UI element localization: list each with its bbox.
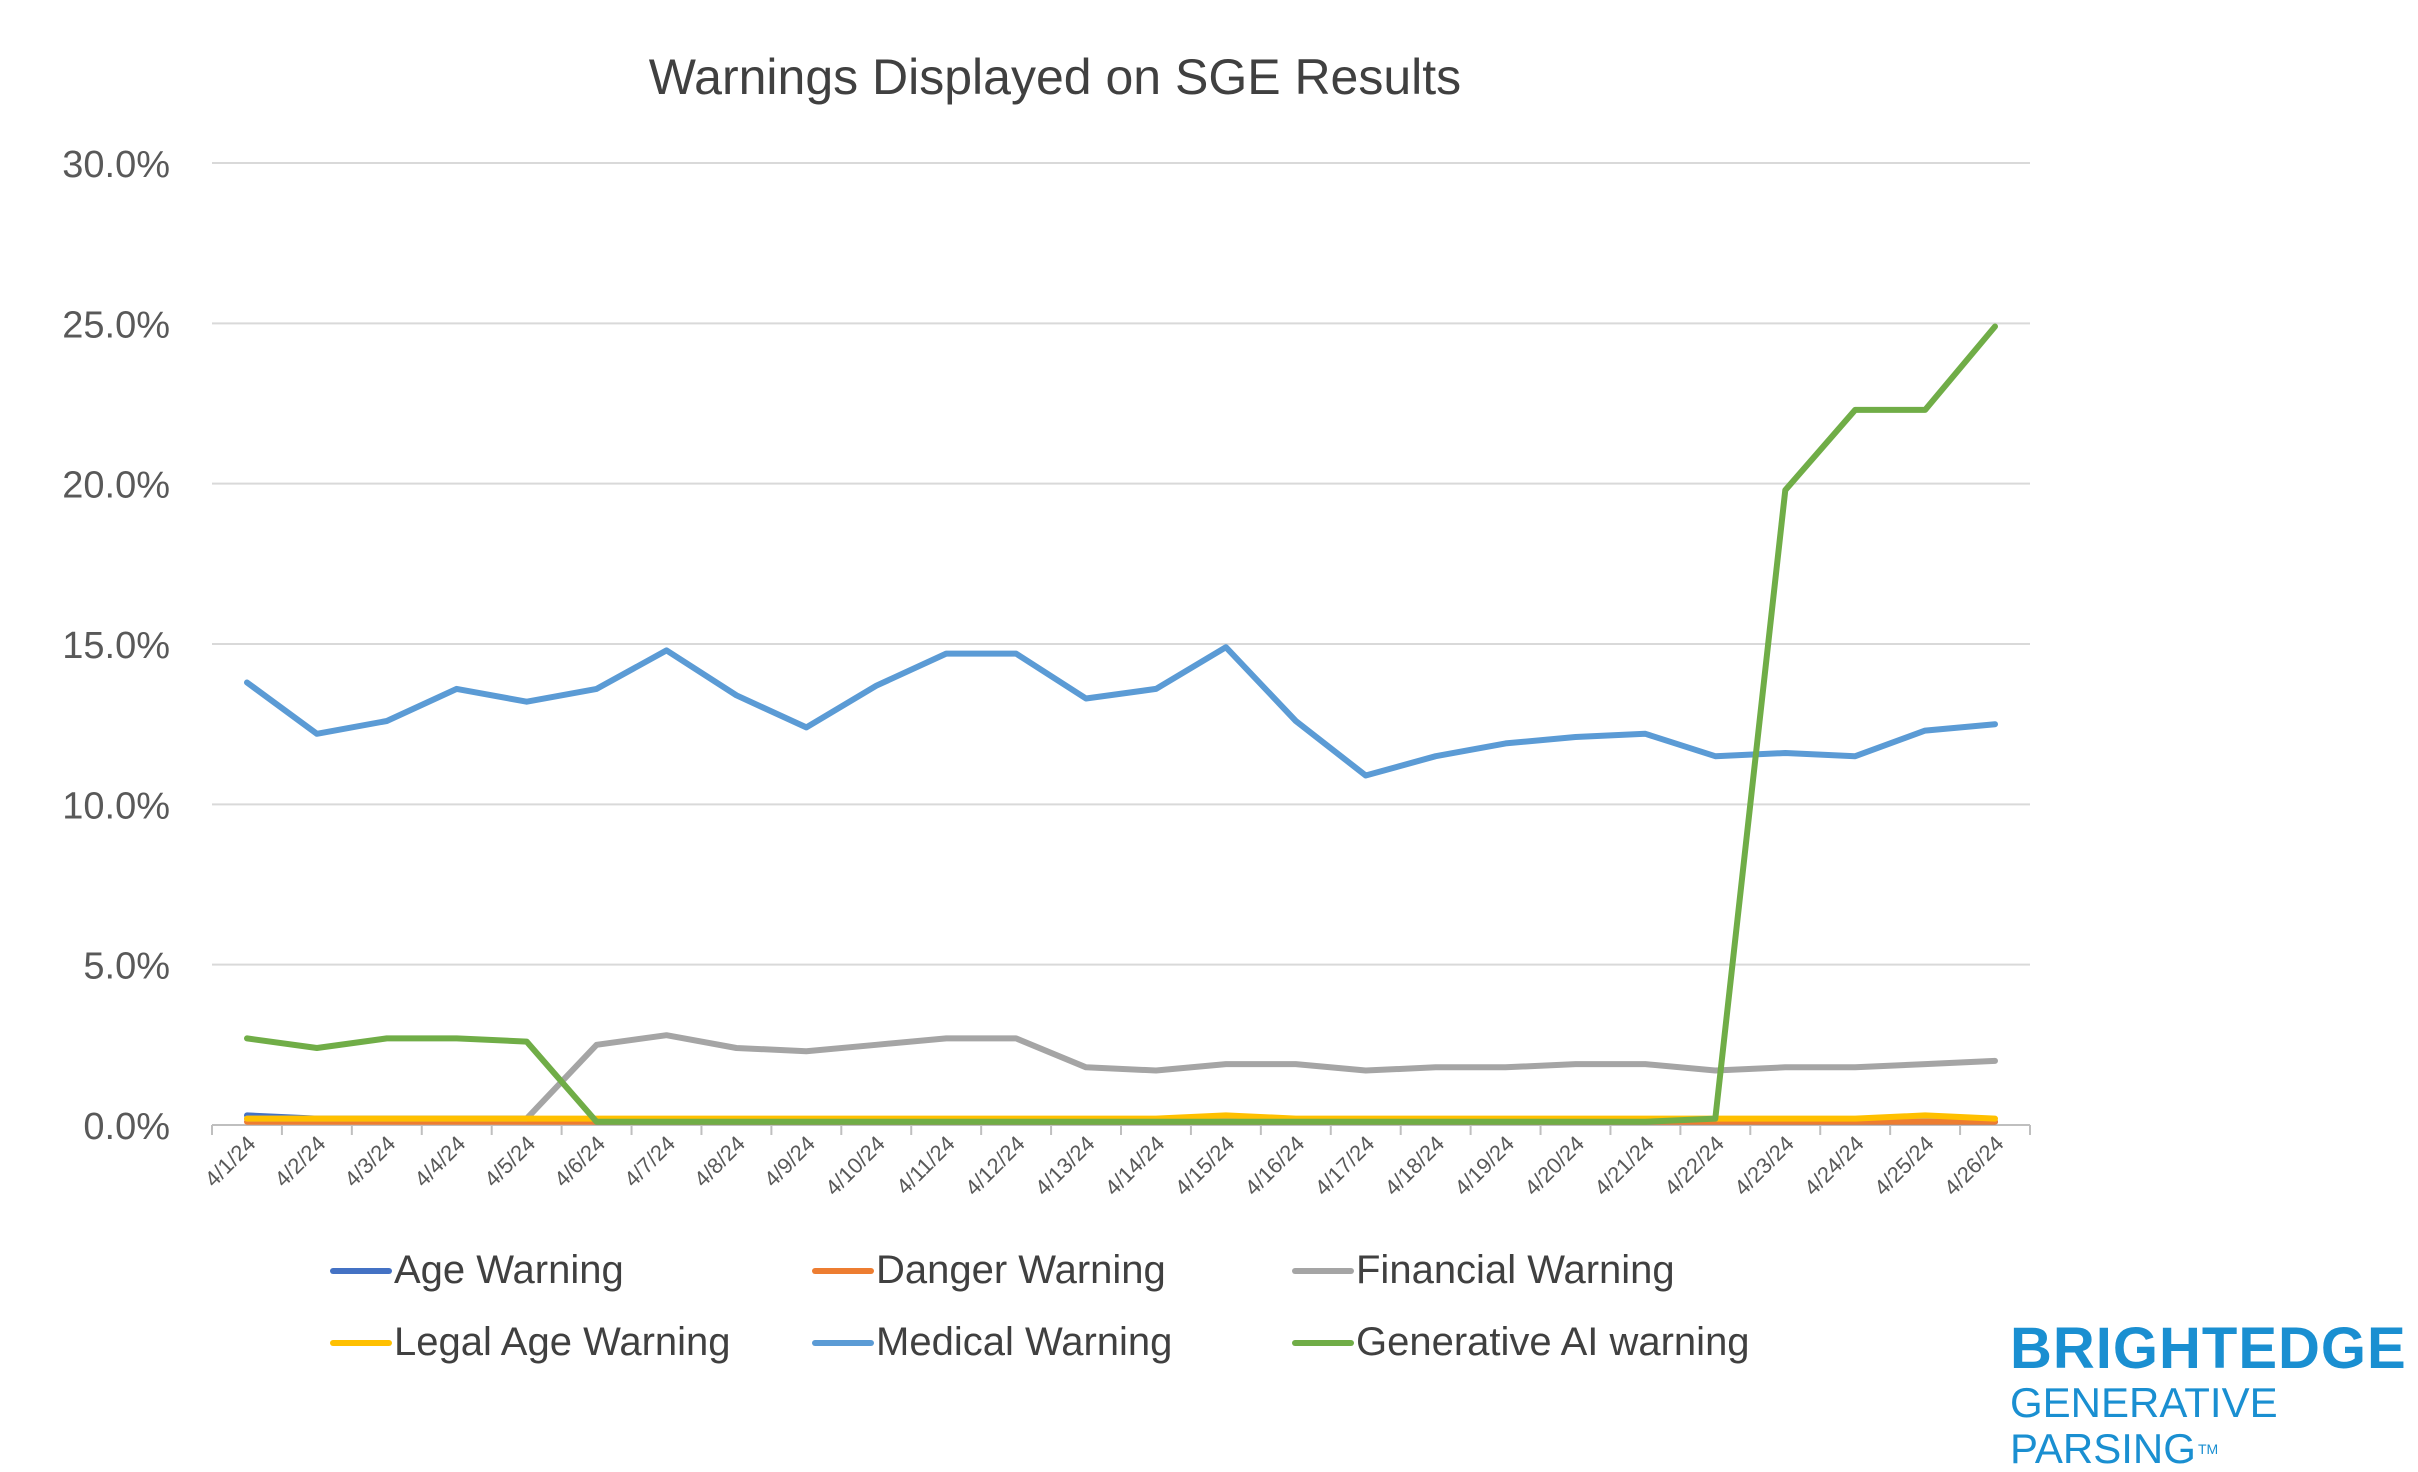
x-tick-labels: 4/1/24 4/2/24 4/3/24 4/4/24 4/5/24 4/6/24 4/7/…: [200, 1131, 2009, 1201]
brand-logo: BRIGHTEDGE GENERATIVE PARSING TM: [2010, 1318, 2410, 1472]
legend-item: Financial Warning: [1292, 1248, 1675, 1293]
series-line-generative-ai-warning: [244, 323, 1998, 1125]
legend-label: Generative AI warning: [1356, 1320, 1750, 1364]
x-tick-label: 4/10/24: [820, 1131, 890, 1201]
x-tick-label: 4/4/24: [409, 1131, 470, 1192]
y-tick-labels: 0.0% 5.0% 10.0% 15.0% 20.0% 25.0% 30.0%: [62, 144, 170, 1148]
legend-item: Danger Warning: [812, 1248, 1166, 1293]
legend-label: Age Warning: [394, 1248, 624, 1292]
legend-swatch: [1292, 1267, 1354, 1274]
x-tick-label: 4/23/24: [1729, 1131, 1799, 1201]
legend-label: Medical Warning: [876, 1320, 1173, 1364]
series-line-financial-warning: [244, 1032, 1998, 1122]
y-tick-label: 5.0%: [83, 946, 170, 988]
x-tick-label: 4/3/24: [339, 1131, 400, 1192]
legend-swatch: [812, 1267, 874, 1274]
chart-title: Warnings Displayed on SGE Results: [648, 49, 1462, 105]
legend-item: Age Warning: [330, 1248, 624, 1293]
gridlines: [212, 162, 2030, 966]
x-tick-label: 4/12/24: [960, 1131, 1030, 1201]
brand-tagline-text: GENERATIVE PARSING: [2010, 1379, 2278, 1472]
y-tick-label: 30.0%: [62, 144, 170, 186]
x-tick-label: 4/16/24: [1240, 1131, 1310, 1201]
legend-label: Legal Age Warning: [394, 1320, 731, 1364]
y-tick-label: 15.0%: [62, 625, 170, 667]
x-tick-label: 4/24/24: [1799, 1131, 1869, 1201]
x-tick-label: 4/9/24: [759, 1131, 820, 1192]
y-tick-label: 20.0%: [62, 465, 170, 507]
x-tick-label: 4/17/24: [1310, 1131, 1380, 1201]
y-tick-label: 25.0%: [62, 304, 170, 346]
x-tick-label: 4/14/24: [1100, 1131, 1170, 1201]
x-tick-label: 4/26/24: [1939, 1131, 2009, 1201]
legend-label: Financial Warning: [1356, 1248, 1675, 1292]
x-tick-label: 4/2/24: [269, 1131, 330, 1192]
x-tick-label: 4/18/24: [1380, 1131, 1450, 1201]
x-tick-label: 4/21/24: [1589, 1131, 1659, 1201]
series-lines: [244, 323, 1998, 1125]
x-tick-label: 4/8/24: [689, 1131, 750, 1192]
x-tick-label: 4/6/24: [549, 1131, 610, 1192]
brand-name: BRIGHTEDGE: [2010, 1316, 2407, 1381]
legend-item: Generative AI warning: [1292, 1320, 1750, 1365]
series-line-legal-age-warning: [244, 1112, 1998, 1122]
x-tick-label: 4/25/24: [1869, 1131, 1939, 1201]
x-tick-label: 4/11/24: [891, 1131, 959, 1199]
x-tick-label: 4/20/24: [1519, 1131, 1589, 1201]
legend-swatch: [330, 1339, 392, 1346]
x-tick-label: 4/1/24: [200, 1131, 261, 1192]
x-tick-label: 4/7/24: [619, 1131, 680, 1192]
series-line-medical-warning: [244, 644, 1998, 779]
y-tick-label: 10.0%: [62, 785, 170, 827]
legend-item: Legal Age Warning: [330, 1320, 731, 1365]
x-tick-label: 4/15/24: [1170, 1131, 1240, 1201]
x-tick-label: 4/13/24: [1030, 1131, 1100, 1201]
brand-tagline: GENERATIVE PARSING TM: [2010, 1380, 2410, 1472]
x-tick-label: 4/22/24: [1659, 1131, 1729, 1201]
legend-label: Danger Warning: [876, 1248, 1166, 1292]
legend-swatch: [1292, 1339, 1354, 1346]
x-tick-label: 4/5/24: [479, 1131, 540, 1192]
legend-swatch: [330, 1267, 392, 1274]
legend-item: Medical Warning: [812, 1320, 1172, 1365]
y-tick-label: 0.0%: [83, 1106, 170, 1148]
axes: [211, 1124, 2031, 1135]
trademark-mark: TM: [2197, 1441, 2219, 1457]
legend-swatch: [812, 1339, 874, 1346]
x-tick-label: 4/19/24: [1450, 1131, 1520, 1201]
